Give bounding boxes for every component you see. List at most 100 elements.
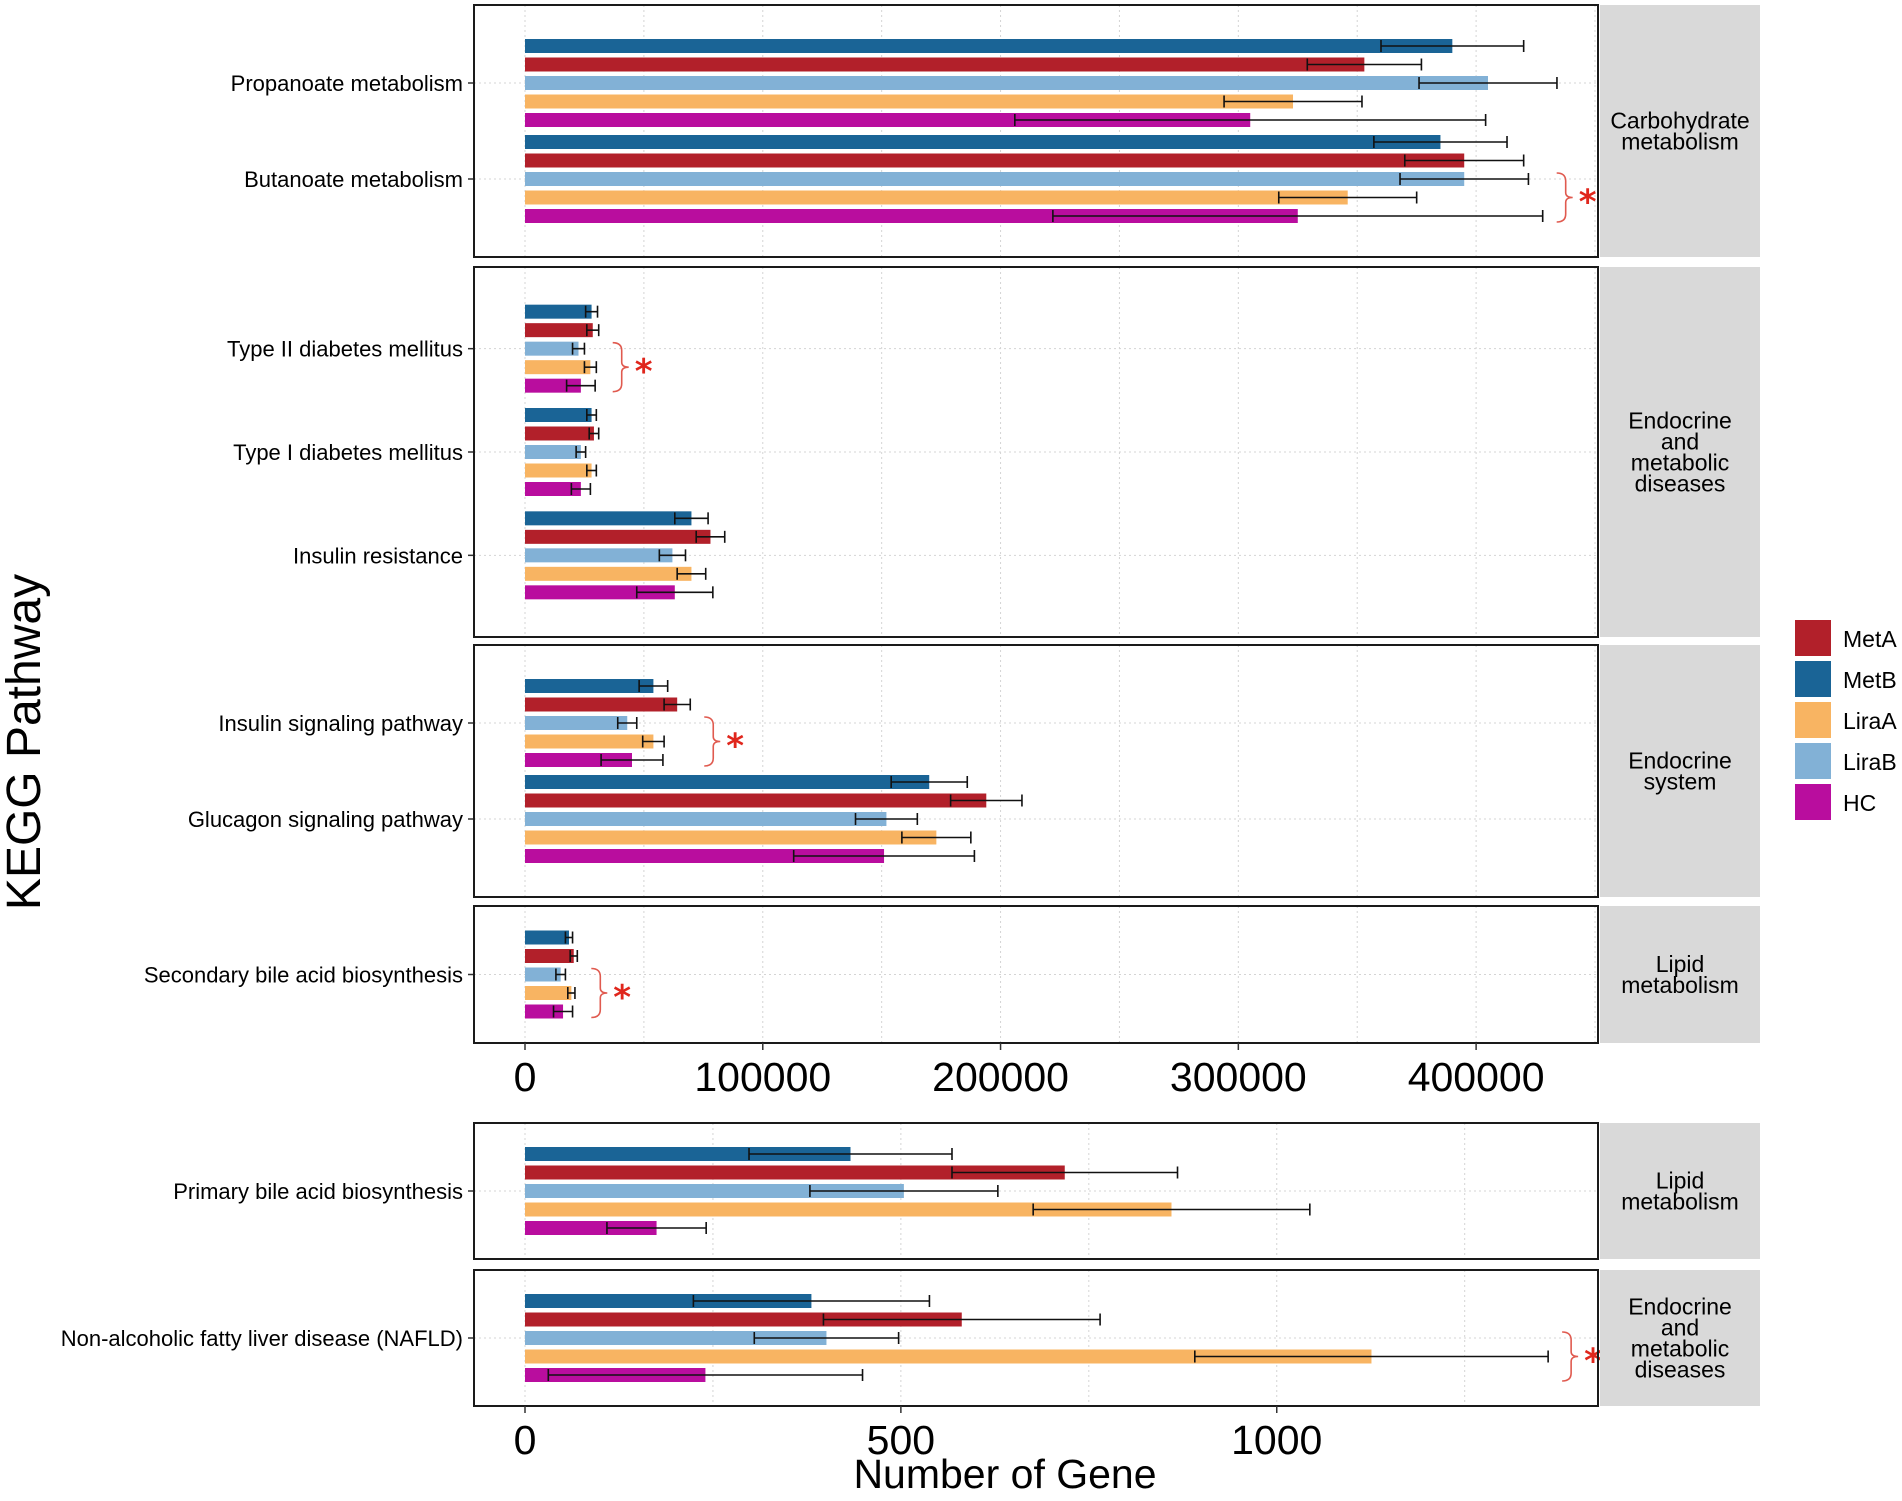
insulin-signaling-pathway-label: Insulin signaling pathway	[218, 711, 463, 736]
propanoate-metabolism-label: Propanoate metabolism	[231, 71, 463, 96]
insulin-signaling-pathway-bar-lirab	[525, 716, 628, 730]
top-xtick-label: 100000	[694, 1054, 831, 1100]
secondary-bile-acid-biosynthesis-bar-metb	[525, 930, 569, 945]
insulin-signaling-pathway-bar-metb	[525, 679, 654, 693]
type-ii-diabetes-mellitus-bar-meta	[525, 323, 593, 338]
top-facet-2-strip-label-line: system	[1644, 769, 1717, 795]
non-alcoholic-fatty-liver-disease-nafld-label: Non-alcoholic fatty liver disease (NAFLD…	[61, 1326, 463, 1351]
top-facet-0-strip-label-line: Carbohydrate	[1610, 108, 1749, 134]
top-xtick-label: 300000	[1170, 1054, 1307, 1100]
non-alcoholic-fatty-liver-disease-nafld-significance-star: *	[1584, 1342, 1602, 1382]
top-facet-1-strip-label-line: metabolic	[1631, 450, 1729, 476]
type-i-diabetes-mellitus-bar-meta	[525, 426, 594, 441]
glucagon-signaling-pathway-bar-meta	[525, 793, 987, 808]
primary-bile-acid-biosynthesis-bar-meta	[525, 1165, 1065, 1180]
insulin-signaling-pathway-bar-meta	[525, 697, 678, 712]
bottom-facet-0-strip-label: Lipid metabolism	[1621, 1168, 1739, 1215]
insulin-resistance-label: Insulin resistance	[293, 543, 463, 568]
primary-bile-acid-biosynthesis-bar-liraa	[525, 1202, 1172, 1217]
top-facet-0-strip	[1600, 5, 1760, 257]
glucagon-signaling-pathway-bar-lirab	[525, 812, 887, 826]
top-facet-3-strip	[1600, 906, 1760, 1043]
butanoate-metabolism-bar-metb	[525, 135, 1441, 149]
panels: Propanoate metabolism Butanoate metabolis…	[61, 4, 1760, 1463]
bottom-facet-1-strip-label-line: Endocrine	[1628, 1294, 1732, 1320]
secondary-bile-acid-biosynthesis-bar-liraa	[525, 986, 572, 1000]
top-facet-2-strip	[1600, 645, 1760, 897]
primary-bile-acid-biosynthesis-bar-metb	[525, 1147, 851, 1161]
secondary-bile-acid-biosynthesis-bar-meta	[525, 949, 574, 963]
legend-label-liraa: LiraA	[1843, 708, 1897, 734]
glucagon-signaling-pathway-label: Glucagon signaling pathway	[188, 807, 463, 832]
top-xtick-label: 400000	[1408, 1054, 1545, 1100]
insulin-signaling-pathway-bar-hc	[525, 753, 632, 767]
legend: MetA MetB LiraA LiraB HC	[1795, 620, 1897, 820]
propanoate-metabolism-bar-liraa	[525, 94, 1294, 109]
bottom-facet-1-strip	[1600, 1270, 1760, 1406]
butanoate-metabolism-significance-star: *	[1579, 183, 1597, 223]
non-alcoholic-fatty-liver-disease-nafld-bar-meta	[525, 1312, 962, 1327]
legend-label-lirab: LiraB	[1843, 749, 1897, 775]
non-alcoholic-fatty-liver-disease-nafld-bar-liraa	[525, 1349, 1372, 1364]
bottom-facet-1-strip-label: Endocrine and metabolic diseases	[1628, 1294, 1732, 1383]
propanoate-metabolism-bar-hc	[525, 113, 1251, 127]
bottom-facet-0-panel-border	[473, 1122, 1599, 1260]
secondary-bile-acid-biosynthesis-significance-star: *	[613, 978, 631, 1018]
primary-bile-acid-biosynthesis-bar-hc	[525, 1221, 657, 1235]
propanoate-metabolism-bar-lirab	[525, 76, 1488, 90]
top-facet-0-strip-label-line: metabolism	[1621, 129, 1739, 155]
bottom-xtick-label: 0	[514, 1417, 537, 1463]
glucagon-signaling-pathway-bar-liraa	[525, 830, 937, 845]
propanoate-metabolism-bar-meta	[525, 57, 1365, 72]
insulin-signaling-pathway-bar-liraa	[525, 734, 654, 749]
bottom-facet-0-strip-label-line: metabolism	[1621, 1189, 1739, 1215]
butanoate-metabolism-bar-liraa	[525, 190, 1348, 205]
legend-swatch-lirab	[1795, 743, 1831, 779]
butanoate-metabolism-bar-hc	[525, 209, 1298, 223]
type-i-diabetes-mellitus-bar-liraa	[525, 463, 592, 478]
type-ii-diabetes-mellitus-bar-metb	[525, 304, 592, 319]
bottom-xtick-label: 500	[867, 1417, 935, 1463]
legend-swatch-meta	[1795, 620, 1831, 656]
secondary-bile-acid-biosynthesis-significance-bracket	[591, 967, 608, 1019]
bottom-facet-1-strip-label-line: and	[1661, 1315, 1699, 1341]
top-facet-2-panel-border	[473, 644, 1599, 898]
legend-swatch-hc	[1795, 784, 1831, 820]
bottom-facet-1-panel-border	[473, 1269, 1599, 1407]
propanoate-metabolism-bar-metb	[525, 39, 1453, 53]
top-xtick-label: 200000	[932, 1054, 1069, 1100]
top-facet-1-strip-label: Endocrine and metabolic diseases	[1628, 408, 1732, 497]
legend-swatch-metb	[1795, 661, 1831, 697]
bottom-facet-0-strip	[1600, 1123, 1760, 1259]
insulin-resistance-bar-lirab	[525, 548, 673, 563]
top-facet-1-strip-label-line: Endocrine	[1628, 408, 1732, 434]
x-axis-title: Number of Gene	[853, 1451, 1156, 1497]
insulin-resistance-bar-liraa	[525, 566, 692, 581]
top-facet-0-panel-border	[473, 4, 1599, 258]
top-facet-2-strip-label: Endocrine system	[1628, 748, 1732, 795]
top-facet-1-strip-label-line: and	[1661, 429, 1699, 455]
legend-swatch-liraa	[1795, 702, 1831, 738]
secondary-bile-acid-biosynthesis-label: Secondary bile acid biosynthesis	[144, 963, 463, 988]
glucagon-signaling-pathway-bar-metb	[525, 775, 930, 789]
type-i-diabetes-mellitus-bar-lirab	[525, 445, 581, 459]
legend-label-hc: HC	[1843, 790, 1876, 816]
bottom-facet-1-strip-label-line: metabolic	[1631, 1336, 1729, 1362]
type-i-diabetes-mellitus-bar-metb	[525, 408, 592, 422]
type-ii-diabetes-mellitus-bar-liraa	[525, 360, 591, 375]
insulin-resistance-bar-meta	[525, 529, 711, 544]
top-facet-3-strip-label-line: metabolism	[1621, 972, 1739, 998]
top-xtick-label: 0	[514, 1054, 537, 1100]
butanoate-metabolism-bar-lirab	[525, 172, 1465, 186]
type-ii-diabetes-mellitus-bar-lirab	[525, 341, 579, 356]
primary-bile-acid-biosynthesis-label: Primary bile acid biosynthesis	[173, 1179, 463, 1204]
butanoate-metabolism-label: Butanoate metabolism	[244, 167, 463, 192]
type-i-diabetes-mellitus-label: Type I diabetes mellitus	[233, 440, 463, 465]
type-ii-diabetes-mellitus-significance-bracket	[612, 341, 629, 393]
top-facet-3-strip-label: Lipid metabolism	[1621, 951, 1739, 998]
bottom-facet-0-strip-label-line: Lipid	[1656, 1168, 1705, 1194]
type-i-diabetes-mellitus-bar-hc	[525, 482, 581, 496]
top-facet-3-panel-border	[473, 905, 1599, 1044]
top-facet-1-strip-label-line: diseases	[1635, 471, 1726, 497]
bottom-facet-1-strip-label-line: diseases	[1635, 1357, 1726, 1383]
